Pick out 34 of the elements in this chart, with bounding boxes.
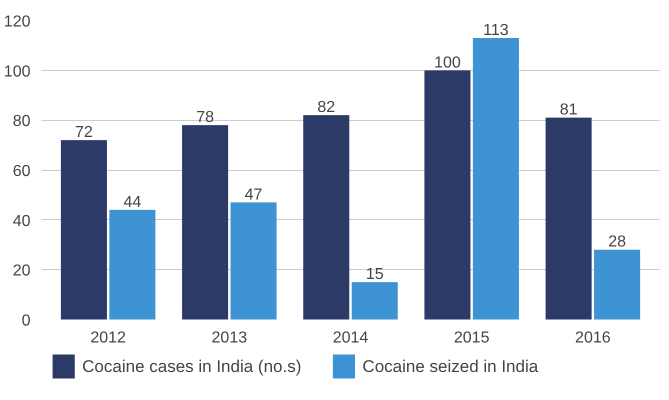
x-tick-label: 2016	[575, 330, 611, 346]
data-label: 72	[75, 124, 93, 142]
bar	[594, 250, 640, 320]
x-tick-label: 2013	[212, 330, 248, 346]
data-label: 100	[434, 54, 461, 72]
y-tick-label: 80	[12, 113, 31, 130]
data-label: 113	[483, 22, 509, 39]
bar	[303, 115, 350, 320]
data-label: 28	[608, 234, 626, 251]
bar	[182, 125, 228, 320]
bar	[352, 282, 398, 320]
x-tick-label: 2012	[90, 330, 126, 346]
bar	[424, 70, 470, 320]
legend-label: Cocaine seized in India	[362, 357, 539, 376]
y-tick-label: 20	[12, 262, 31, 280]
data-label: 82	[317, 99, 336, 116]
bar	[230, 202, 277, 320]
y-tick-label: 0	[22, 312, 31, 330]
y-tick-label: 120	[4, 14, 31, 30]
bar	[109, 210, 156, 320]
y-tick-label: 60	[12, 163, 31, 180]
x-tick-label: 2015	[454, 330, 490, 346]
bar	[60, 140, 107, 320]
data-label: 47	[244, 186, 263, 204]
data-label: 44	[123, 194, 142, 211]
data-label: 81	[560, 102, 578, 119]
data-label: 78	[196, 109, 214, 126]
bar	[546, 118, 592, 320]
bar	[472, 38, 519, 320]
legend-label: Cocaine cases in India (no.s)	[82, 357, 302, 376]
y-tick-label: 100	[4, 63, 31, 80]
y-tick-label: 40	[12, 212, 31, 230]
data-label: 15	[366, 266, 384, 284]
x-tick-label: 2014	[332, 330, 368, 346]
